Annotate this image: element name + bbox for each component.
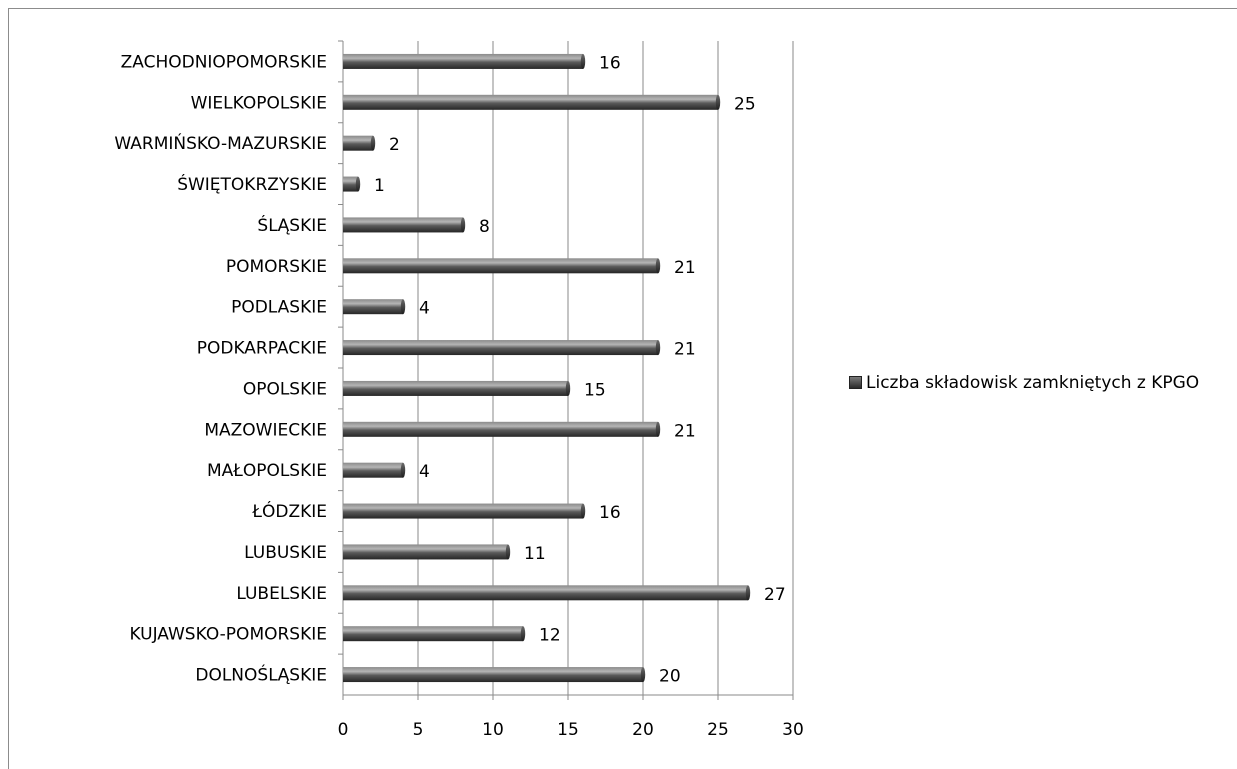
- bar-cap: [715, 94, 721, 110]
- bar-cap: [400, 462, 406, 478]
- bar: [343, 544, 508, 560]
- category-label: WIELKOPOLSKIE: [191, 93, 327, 113]
- category-label: LUBUSKIE: [244, 543, 327, 563]
- category-label: MAZOWIECKIE: [204, 420, 327, 440]
- data-label: 21: [674, 258, 696, 278]
- data-label: 16: [599, 53, 621, 73]
- bar-cap: [580, 53, 586, 69]
- x-tick-label-5: 5: [413, 720, 424, 740]
- bar: [343, 176, 358, 192]
- data-label: 15: [584, 380, 606, 400]
- category-label: KUJAWSKO-POMORSKIE: [129, 625, 327, 645]
- category-label: POMORSKIE: [226, 257, 327, 277]
- bar: [343, 53, 583, 69]
- bar-cap: [640, 667, 646, 683]
- bars: [343, 53, 751, 683]
- labels: 0 5 10 15 20 25 30 ZACHODNIOPOMORSKIE 16 WIELKOPO…: [114, 52, 803, 740]
- bar-cap: [355, 176, 361, 192]
- x-tick-label-25: 25: [707, 720, 729, 740]
- bar-cap: [655, 421, 661, 437]
- bar-cap: [565, 380, 571, 396]
- x-tick-label-30: 30: [782, 720, 804, 740]
- x-tick-label-0: 0: [338, 720, 349, 740]
- chart-frame: 0 5 10 15 20 25 30 ZACHODNIOPOMORSKIE 16 WIELKOPO…: [8, 8, 1237, 769]
- category-label: OPOLSKIE: [243, 379, 327, 399]
- category-label: ZACHODNIOPOMORSKIE: [121, 52, 327, 72]
- category-label: ŚLĄSKIE: [257, 214, 327, 236]
- category-label: PODKARPACKIE: [197, 339, 327, 359]
- bar-cap: [580, 503, 586, 519]
- bar-cap: [400, 299, 406, 315]
- bar-cap: [505, 544, 511, 560]
- bar: [343, 503, 583, 519]
- bar: [343, 380, 568, 396]
- bar-chart: 0 5 10 15 20 25 30 ZACHODNIOPOMORSKIE 16 WIELKOPO…: [114, 40, 804, 740]
- category-label: WARMIŃSKO-MAZURSKIE: [114, 132, 327, 154]
- legend-swatch: [849, 376, 862, 389]
- data-label: 8: [479, 217, 490, 237]
- bar-cap: [655, 258, 661, 274]
- bar-cap: [655, 340, 661, 356]
- bar: [343, 462, 403, 478]
- bar: [343, 626, 523, 642]
- bar-cap: [745, 585, 751, 601]
- data-label: 16: [599, 503, 621, 523]
- data-label: 27: [764, 585, 786, 605]
- category-label: ŁÓDZKIE: [251, 500, 327, 522]
- data-label: 12: [539, 626, 561, 646]
- bar-cap: [460, 217, 466, 233]
- category-label: ŚWIĘTOKRZYSKIE: [177, 173, 327, 195]
- x-tick-label-20: 20: [632, 720, 654, 740]
- legend-label: Liczba składowisk zamkniętych z KPGO: [866, 373, 1200, 393]
- data-label: 4: [419, 462, 430, 482]
- bar: [343, 94, 718, 110]
- data-label: 4: [419, 299, 430, 319]
- bar-cap: [370, 135, 376, 151]
- bar: [343, 258, 658, 274]
- bar: [343, 667, 643, 683]
- x-tick-label-10: 10: [482, 720, 504, 740]
- data-label: 21: [674, 421, 696, 441]
- bar: [343, 421, 658, 437]
- bar: [343, 585, 748, 601]
- bar: [343, 217, 463, 233]
- bar-cap: [520, 626, 526, 642]
- category-label: MAŁOPOLSKIE: [207, 461, 327, 481]
- category-label: DOLNOŚLĄSKIE: [195, 664, 327, 686]
- data-label: 21: [674, 340, 696, 360]
- data-label: 1: [374, 176, 385, 196]
- category-label: LUBELSKIE: [236, 584, 327, 604]
- axes: [338, 40, 794, 700]
- category-label: PODLASKIE: [231, 298, 327, 318]
- data-label: 11: [524, 544, 546, 564]
- data-label: 2: [389, 135, 400, 155]
- data-label: 25: [734, 94, 756, 114]
- x-tick-label-15: 15: [557, 720, 579, 740]
- data-label: 20: [659, 667, 681, 687]
- bar: [343, 299, 403, 315]
- bar: [343, 135, 373, 151]
- bar: [343, 340, 658, 356]
